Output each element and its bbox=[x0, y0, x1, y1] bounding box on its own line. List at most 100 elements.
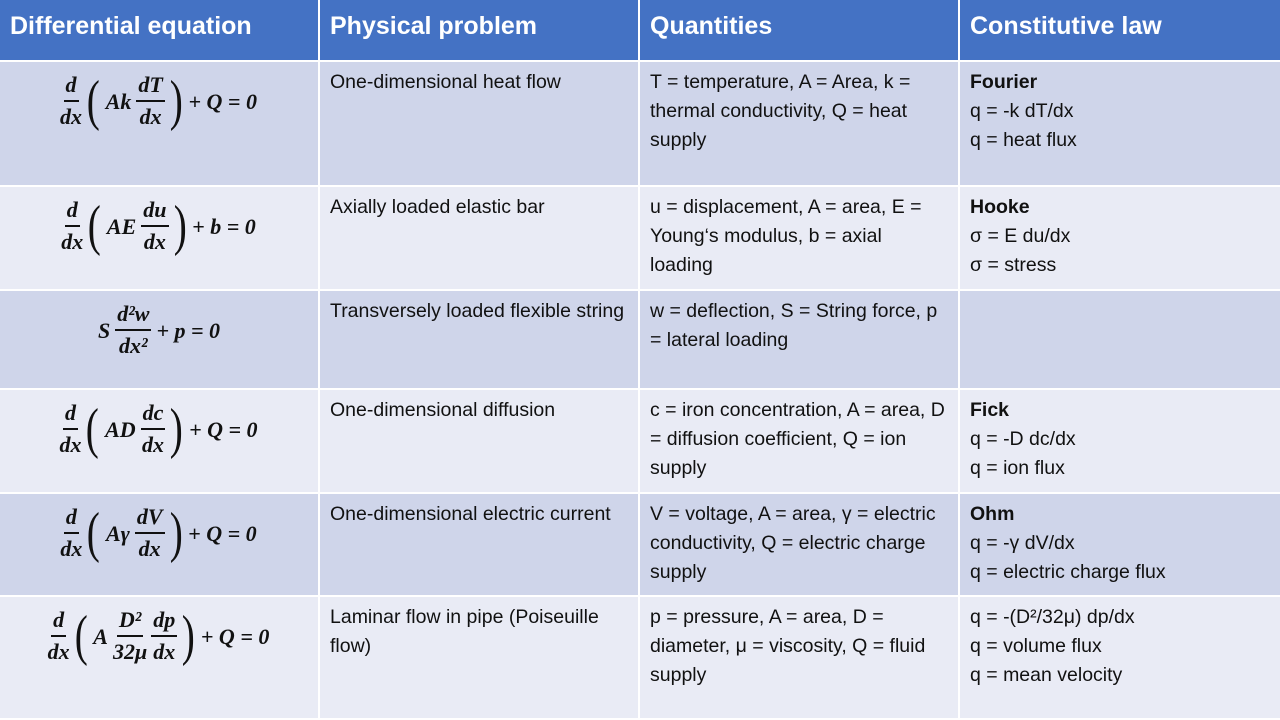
denominator: 32μ bbox=[112, 639, 148, 664]
parenthesis: ( bbox=[74, 605, 88, 667]
equation: d dx(A D² 32μ dp dx) + Q = 0 bbox=[46, 605, 273, 667]
table-row: d dx(A D² 32μ dp dx) + Q = 0 Laminar flow in pi… bbox=[0, 597, 1280, 720]
header-row: Differential equation Physical problem Qua… bbox=[0, 0, 1280, 62]
table-row: d dx(Ak dT dx) + Q = 0 One-dimensional heat f… bbox=[0, 62, 1280, 187]
fraction: d dx bbox=[48, 605, 70, 667]
denominator: dx bbox=[142, 432, 165, 457]
fraction: dc dx bbox=[140, 398, 166, 460]
law-line: q = -k dT/dx bbox=[970, 100, 1074, 122]
parenthesis: ( bbox=[88, 195, 102, 257]
numerator: dp bbox=[151, 605, 178, 637]
law-cell: Ohm q = -γ dV/dx q = electric charge flux bbox=[960, 494, 1280, 595]
equation-term: Ak bbox=[105, 88, 132, 114]
parenthesis: ( bbox=[86, 70, 100, 132]
law-cell bbox=[960, 291, 1280, 388]
problem-cell: Transversely loaded flexible string bbox=[320, 291, 640, 388]
law-cell: Hooke σ = E du/dx σ = stress bbox=[960, 187, 1280, 289]
parenthesis: ( bbox=[86, 398, 100, 460]
law-line: σ = E du/dx bbox=[970, 225, 1071, 247]
numerator: D² bbox=[116, 605, 144, 637]
equation-cell: d dx(A D² 32μ dp dx) + Q = 0 bbox=[0, 597, 320, 718]
equation-cell: d dx(Aγ dV dx) + Q = 0 bbox=[0, 494, 320, 595]
equation-term: AE bbox=[106, 213, 137, 239]
numerator: d bbox=[62, 398, 78, 430]
equation-term: + b = 0 bbox=[192, 213, 256, 239]
problem-cell: Axially loaded elastic bar bbox=[320, 187, 640, 289]
fraction: dV dx bbox=[134, 502, 165, 564]
equation: d dx(AE du dx) + b = 0 bbox=[59, 195, 259, 257]
quantities-cell: w = deflection, S = String force, p = la… bbox=[640, 291, 960, 388]
table-row: d dx(Aγ dV dx) + Q = 0 One-dimensional electr… bbox=[0, 494, 1280, 597]
table-row: d dx(AD dc dx) + Q = 0 One-dimensional diffus… bbox=[0, 390, 1280, 494]
numerator: dT bbox=[136, 70, 165, 102]
law-title: Hooke bbox=[970, 196, 1030, 218]
header-cell: Constitutive law bbox=[970, 12, 1162, 40]
equation-cell: d dx(Ak dT dx) + Q = 0 bbox=[0, 62, 320, 185]
law-title: Fourier bbox=[970, 71, 1038, 93]
denominator: dx bbox=[60, 536, 83, 561]
law-line: q = ion flux bbox=[970, 457, 1065, 479]
header-cell: Quantities bbox=[640, 0, 960, 60]
law-line: q = -γ dV/dx bbox=[970, 532, 1075, 554]
denominator: dx bbox=[139, 104, 162, 129]
fraction: d²w dx² bbox=[115, 299, 152, 361]
equation-term: AD bbox=[105, 416, 136, 442]
numerator: dV bbox=[134, 502, 165, 534]
law-line: q = heat flux bbox=[970, 129, 1077, 151]
numerator: d bbox=[63, 70, 79, 102]
equation-term: Aγ bbox=[106, 520, 130, 546]
denominator: dx bbox=[138, 536, 161, 561]
law-cell: Fourier q = -k dT/dx q = heat flux bbox=[960, 62, 1280, 185]
fraction: dp dx bbox=[151, 605, 178, 667]
fraction: dT dx bbox=[136, 70, 165, 132]
denominator: dx bbox=[59, 432, 82, 457]
table-row: d dx(AE du dx) + b = 0 Axially loaded elastic… bbox=[0, 187, 1280, 291]
numerator: d bbox=[63, 502, 79, 534]
law-line: σ = stress bbox=[970, 254, 1057, 276]
quantities-cell: p = pressure, A = area, D = diameter, μ … bbox=[640, 597, 960, 718]
parenthesis: ) bbox=[182, 605, 196, 667]
fraction: du dx bbox=[141, 195, 169, 257]
equation-term: + p = 0 bbox=[156, 317, 221, 343]
numerator: dc bbox=[140, 398, 166, 430]
quantities-cell: u = displacement, A = area, E = Young‘s … bbox=[640, 187, 960, 289]
equation-term: + Q = 0 bbox=[189, 416, 258, 442]
equation: d dx(Aγ dV dx) + Q = 0 bbox=[58, 502, 259, 564]
fraction: d dx bbox=[60, 70, 82, 132]
numerator: d bbox=[51, 605, 67, 637]
header-cell: Differential equation bbox=[0, 0, 320, 60]
denominator: dx bbox=[143, 229, 166, 254]
law-line: q = mean velocity bbox=[970, 664, 1123, 686]
law-line: q = electric charge flux bbox=[970, 561, 1166, 583]
problem-cell: One-dimensional diffusion bbox=[320, 390, 640, 492]
quantities-cell: V = voltage, A = area, γ = electric cond… bbox=[640, 494, 960, 595]
denominator: dx bbox=[47, 639, 70, 664]
equation-cell: d dx(AD dc dx) + Q = 0 bbox=[0, 390, 320, 492]
law-line: q = volume flux bbox=[970, 635, 1102, 657]
numerator: du bbox=[141, 195, 169, 227]
fraction: D² 32μ bbox=[113, 605, 147, 667]
parenthesis: ) bbox=[173, 195, 187, 257]
equation-term: S bbox=[97, 317, 111, 343]
problem-cell: One-dimensional electric current bbox=[320, 494, 640, 595]
denominator: dx bbox=[153, 639, 176, 664]
fraction: d dx bbox=[59, 398, 81, 460]
parenthesis: ) bbox=[169, 70, 183, 132]
numerator: d bbox=[64, 195, 80, 227]
equation-term: + Q = 0 bbox=[200, 623, 270, 649]
law-cell: q = -(D²/32μ) dp/dx q = volume flux q = me… bbox=[960, 597, 1280, 718]
law-title: Ohm bbox=[970, 503, 1015, 525]
parenthesis: ) bbox=[170, 398, 184, 460]
law-cell: Fick q = -D dc/dx q = ion flux bbox=[960, 390, 1280, 492]
numerator: d²w bbox=[115, 299, 152, 331]
parenthesis: ) bbox=[169, 502, 183, 564]
law-line: q = -(D²/32μ) dp/dx bbox=[970, 606, 1135, 628]
fraction: d dx bbox=[61, 195, 83, 257]
equation-term: + Q = 0 bbox=[188, 88, 257, 114]
law-title: Fick bbox=[970, 399, 1010, 421]
equation-term: + Q = 0 bbox=[188, 520, 257, 546]
denominator: dx bbox=[60, 104, 83, 129]
